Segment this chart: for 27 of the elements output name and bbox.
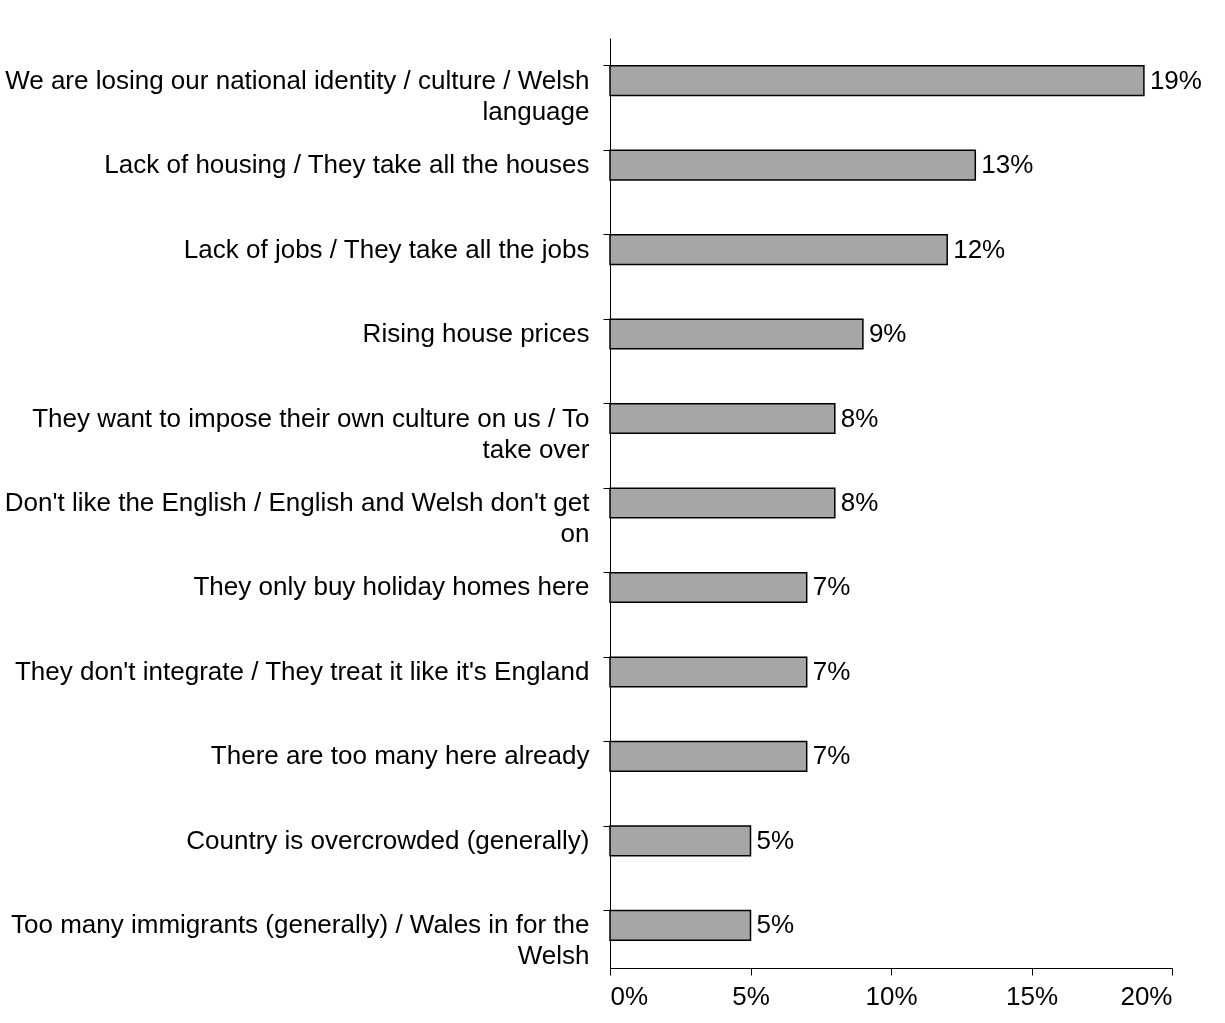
y-tick-label: We are losing our national identity / culture / Welsh language: [5, 64, 590, 126]
x-tick-label: 10%: [865, 980, 918, 1011]
data-label: 7%: [812, 740, 851, 771]
y-tick-label: Lack of housing / They take all the houses: [104, 149, 590, 180]
data-label: 9%: [868, 318, 907, 349]
data-label: 8%: [840, 402, 879, 433]
data-label: 7%: [812, 571, 851, 602]
x-tick-label: 5%: [732, 980, 770, 1011]
data-label: 13%: [981, 149, 1034, 180]
data-label: 5%: [756, 824, 795, 855]
x-tick-label: 0%: [610, 980, 649, 1011]
y-tick-label: They don't integrate / They treat it like it's England: [14, 655, 590, 686]
y-tick-label: Lack of jobs / They take all the jobs: [183, 233, 590, 264]
y-tick-label: They want to impose their own culture on us / To take over: [32, 402, 590, 464]
y-tick-label: Too many immigrants (generally) / Wales in for the Welsh: [11, 909, 590, 971]
y-tick-label: They only buy holiday homes here: [193, 571, 590, 602]
y-tick-label: There are too many here already: [210, 740, 590, 771]
x-tick-label: 20%: [1120, 980, 1173, 1011]
data-label: 19%: [1149, 64, 1202, 95]
y-tick-label: Don't like the English / English and Welsh don't get on: [4, 487, 591, 548]
data-label: 7%: [812, 655, 851, 686]
data-label: 8%: [840, 487, 879, 517]
data-label: 5%: [756, 909, 795, 940]
x-tick-label: 15%: [1005, 980, 1059, 1011]
data-label: 12%: [953, 233, 1006, 264]
y-tick-label: Rising house prices: [362, 318, 590, 349]
y-tick-label: Country is overcrowded (generally): [186, 824, 590, 855]
